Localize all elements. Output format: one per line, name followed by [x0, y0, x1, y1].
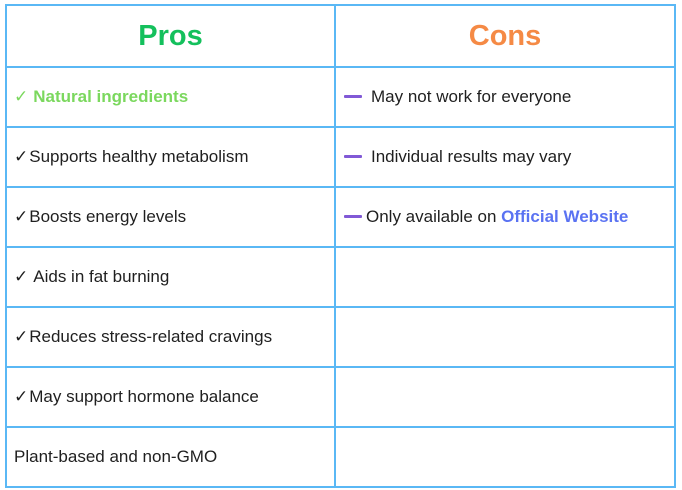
table-row: ✓ Natural ingredients May not work for ev… — [5, 66, 676, 128]
pro-cell: ✓Supports healthy metabolism — [5, 126, 336, 188]
table-row: Plant-based and non-GMO — [5, 426, 676, 488]
pro-text: Boosts energy levels — [29, 207, 187, 226]
dash-icon — [344, 215, 362, 219]
checkmark-icon: ✓ — [14, 207, 29, 226]
empty-cell — [334, 246, 676, 308]
empty-cell — [334, 426, 676, 488]
pro-text: Supports healthy metabolism — [29, 147, 249, 166]
cons-header: Cons — [334, 4, 676, 68]
pro-cell: Plant-based and non-GMO — [5, 426, 336, 488]
dash-icon — [344, 155, 362, 159]
con-text: Individual results may vary — [371, 147, 572, 166]
pro-text: Natural ingredients — [33, 87, 189, 106]
con-text: Only available on — [366, 207, 502, 226]
table-row: ✓Boosts energy levels Only available on … — [5, 186, 676, 248]
pro-text: Reduces stress-related cravings — [29, 327, 273, 346]
checkmark-icon: ✓ — [14, 267, 29, 286]
pro-text: May support hormone balance — [29, 387, 259, 406]
pros-cons-table: Pros Cons ✓ Natural ingredients May not w… — [5, 4, 676, 488]
con-cell: Only available on Official Website — [334, 186, 676, 248]
pro-cell: ✓ Natural ingredients — [5, 66, 336, 128]
pro-cell: ✓Reduces stress-related cravings — [5, 306, 336, 368]
table-row: ✓Reduces stress-related cravings — [5, 306, 676, 368]
con-text: May not work for everyone — [371, 87, 572, 106]
pro-text: Plant-based and non-GMO — [14, 447, 218, 466]
pro-cell: ✓May support hormone balance — [5, 366, 336, 428]
pros-header: Pros — [5, 4, 336, 68]
checkmark-icon: ✓ — [14, 147, 29, 166]
checkmark-icon: ✓ — [14, 327, 29, 346]
header-row: Pros Cons — [5, 4, 676, 68]
table-row: ✓ Aids in fat burning — [5, 246, 676, 308]
empty-cell — [334, 306, 676, 368]
checkmark-icon: ✓ — [14, 387, 29, 406]
table-row: ✓May support hormone balance — [5, 366, 676, 428]
con-cell: Individual results may vary — [334, 126, 676, 188]
official-website-link[interactable]: Official Website — [501, 207, 629, 226]
pro-cell: ✓ Aids in fat burning — [5, 246, 336, 308]
table-row: ✓Supports healthy metabolism Individual … — [5, 126, 676, 188]
pro-cell: ✓Boosts energy levels — [5, 186, 336, 248]
checkmark-icon: ✓ — [14, 87, 29, 106]
con-cell: May not work for everyone — [334, 66, 676, 128]
empty-cell — [334, 366, 676, 428]
pro-text: Aids in fat burning — [33, 267, 170, 286]
dash-icon — [344, 95, 362, 99]
